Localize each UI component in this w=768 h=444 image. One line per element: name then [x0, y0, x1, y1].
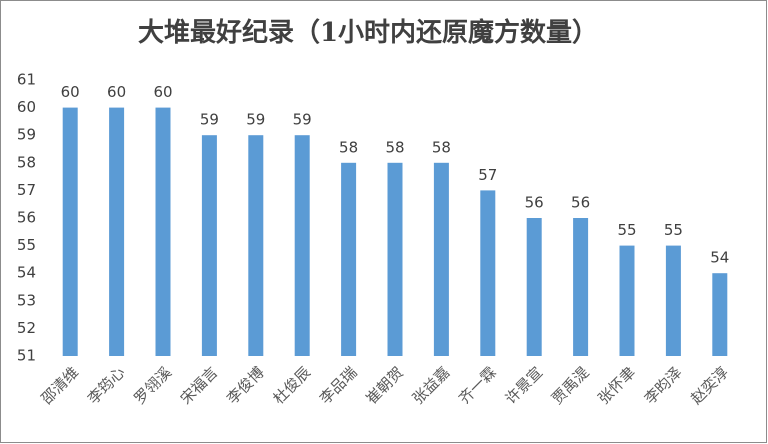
data-label: 59 [246, 111, 265, 129]
data-label: 59 [293, 111, 312, 129]
y-tick-label: 58 [17, 153, 36, 171]
bar [109, 107, 125, 356]
y-tick-label: 57 [17, 181, 36, 199]
data-label: 55 [664, 221, 683, 239]
bar [526, 218, 542, 356]
y-tick-label: 55 [17, 236, 36, 254]
data-label: 54 [710, 249, 729, 267]
data-label: 60 [107, 83, 126, 101]
bar [433, 162, 449, 356]
y-tick-label: 54 [17, 264, 36, 282]
y-tick-label: 53 [17, 291, 36, 309]
y-tick-label: 61 [17, 71, 36, 89]
bar [294, 135, 310, 356]
y-tick-label: 56 [17, 209, 36, 227]
data-label: 60 [153, 83, 172, 101]
bar [619, 245, 635, 356]
data-label: 56 [571, 194, 590, 212]
bar [62, 107, 78, 356]
data-label: 58 [432, 138, 451, 156]
bar [387, 162, 403, 356]
bar [201, 135, 217, 356]
data-label: 57 [478, 166, 497, 184]
bar [573, 218, 589, 356]
y-tick-label: 59 [17, 126, 36, 144]
y-tick-label: 60 [17, 98, 36, 116]
bar [248, 135, 264, 356]
bar [341, 162, 357, 356]
bar [480, 190, 496, 356]
data-label: 56 [525, 194, 544, 212]
data-label: 58 [339, 138, 358, 156]
data-label: 58 [385, 138, 404, 156]
bar [712, 273, 728, 356]
data-label: 55 [617, 221, 636, 239]
bar [665, 245, 681, 356]
data-label: 59 [200, 111, 219, 129]
chart-title: 大堆最好纪录（1小时内还原魔方数量） [138, 17, 598, 48]
bar [155, 107, 171, 356]
y-tick-label: 51 [17, 347, 36, 365]
y-tick-label: 52 [17, 319, 36, 337]
data-label: 60 [61, 83, 80, 101]
